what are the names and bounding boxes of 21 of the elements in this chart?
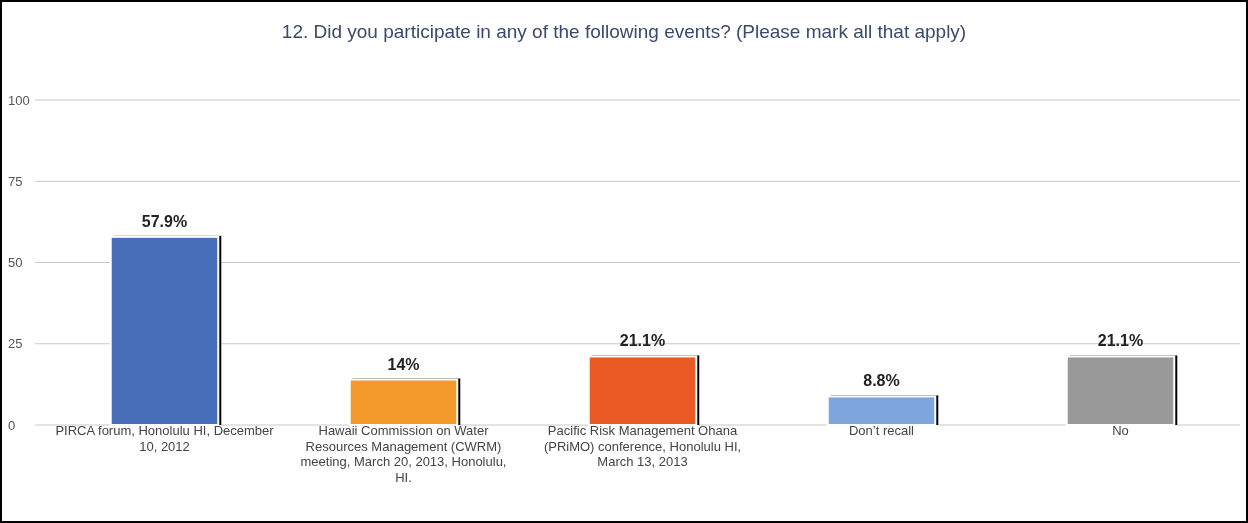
data-label: 57.9% (141, 212, 188, 230)
x-tick-label: Don’t recall (848, 423, 915, 438)
y-tick-label: 50 (8, 255, 23, 271)
y-tick-label: 100 (8, 92, 30, 108)
chart-title: 12. Did you participate in any of the following events? (Please mark all that apply) (281, 21, 967, 42)
x-tick-label: Pacific Risk Management Ohana (PRiMO) conference, Honolulu HI, March 13, 2013 (543, 423, 742, 470)
data-label: 8.8% (863, 372, 900, 390)
data-label: 21.1% (619, 332, 666, 350)
x-tick-label: Hawaii Commission on Water Resources Management (CWRM) meeting, March 20, 2013, Honolulu, HI. (300, 423, 507, 485)
y-tick-label: 25 (8, 336, 23, 352)
x-tick-label: PIRCA forum, Honolulu HI, December 10, 2012 (55, 423, 275, 454)
bar (348, 378, 459, 426)
data-label: 14% (387, 355, 420, 373)
bar (109, 235, 220, 426)
x-tick-label: No (1112, 423, 1129, 438)
data-label: 21.1% (1097, 332, 1144, 350)
bar (1065, 355, 1176, 426)
bar (587, 355, 698, 426)
bar (826, 395, 937, 426)
y-tick-label: 75 (8, 173, 23, 189)
y-tick-label: 0 (8, 417, 16, 433)
